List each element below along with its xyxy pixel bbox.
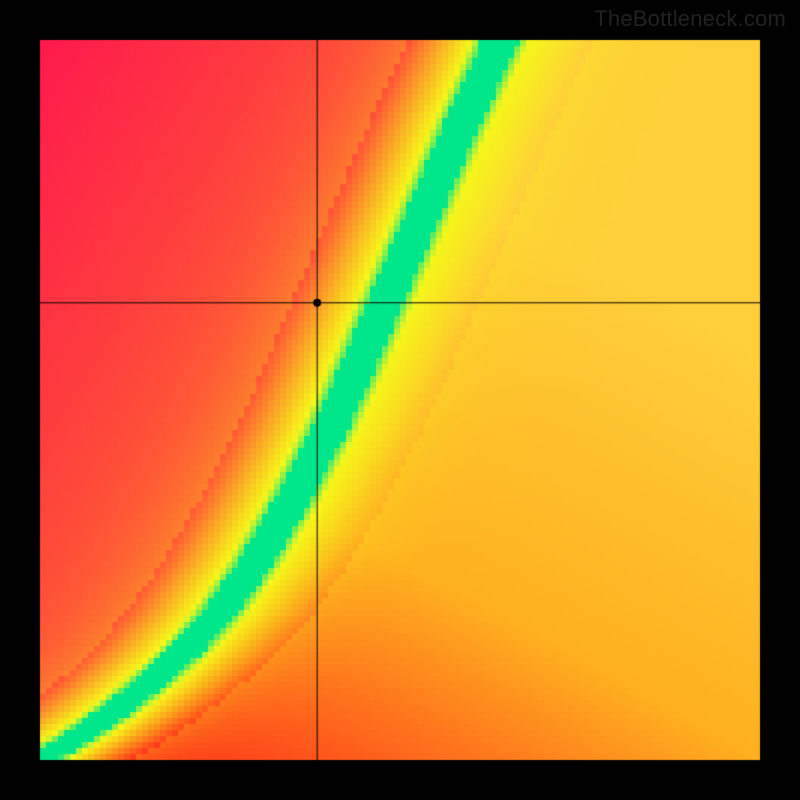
bottleneck-heatmap — [0, 0, 800, 800]
chart-container: TheBottleneck.com — [0, 0, 800, 800]
watermark-text: TheBottleneck.com — [594, 6, 786, 32]
